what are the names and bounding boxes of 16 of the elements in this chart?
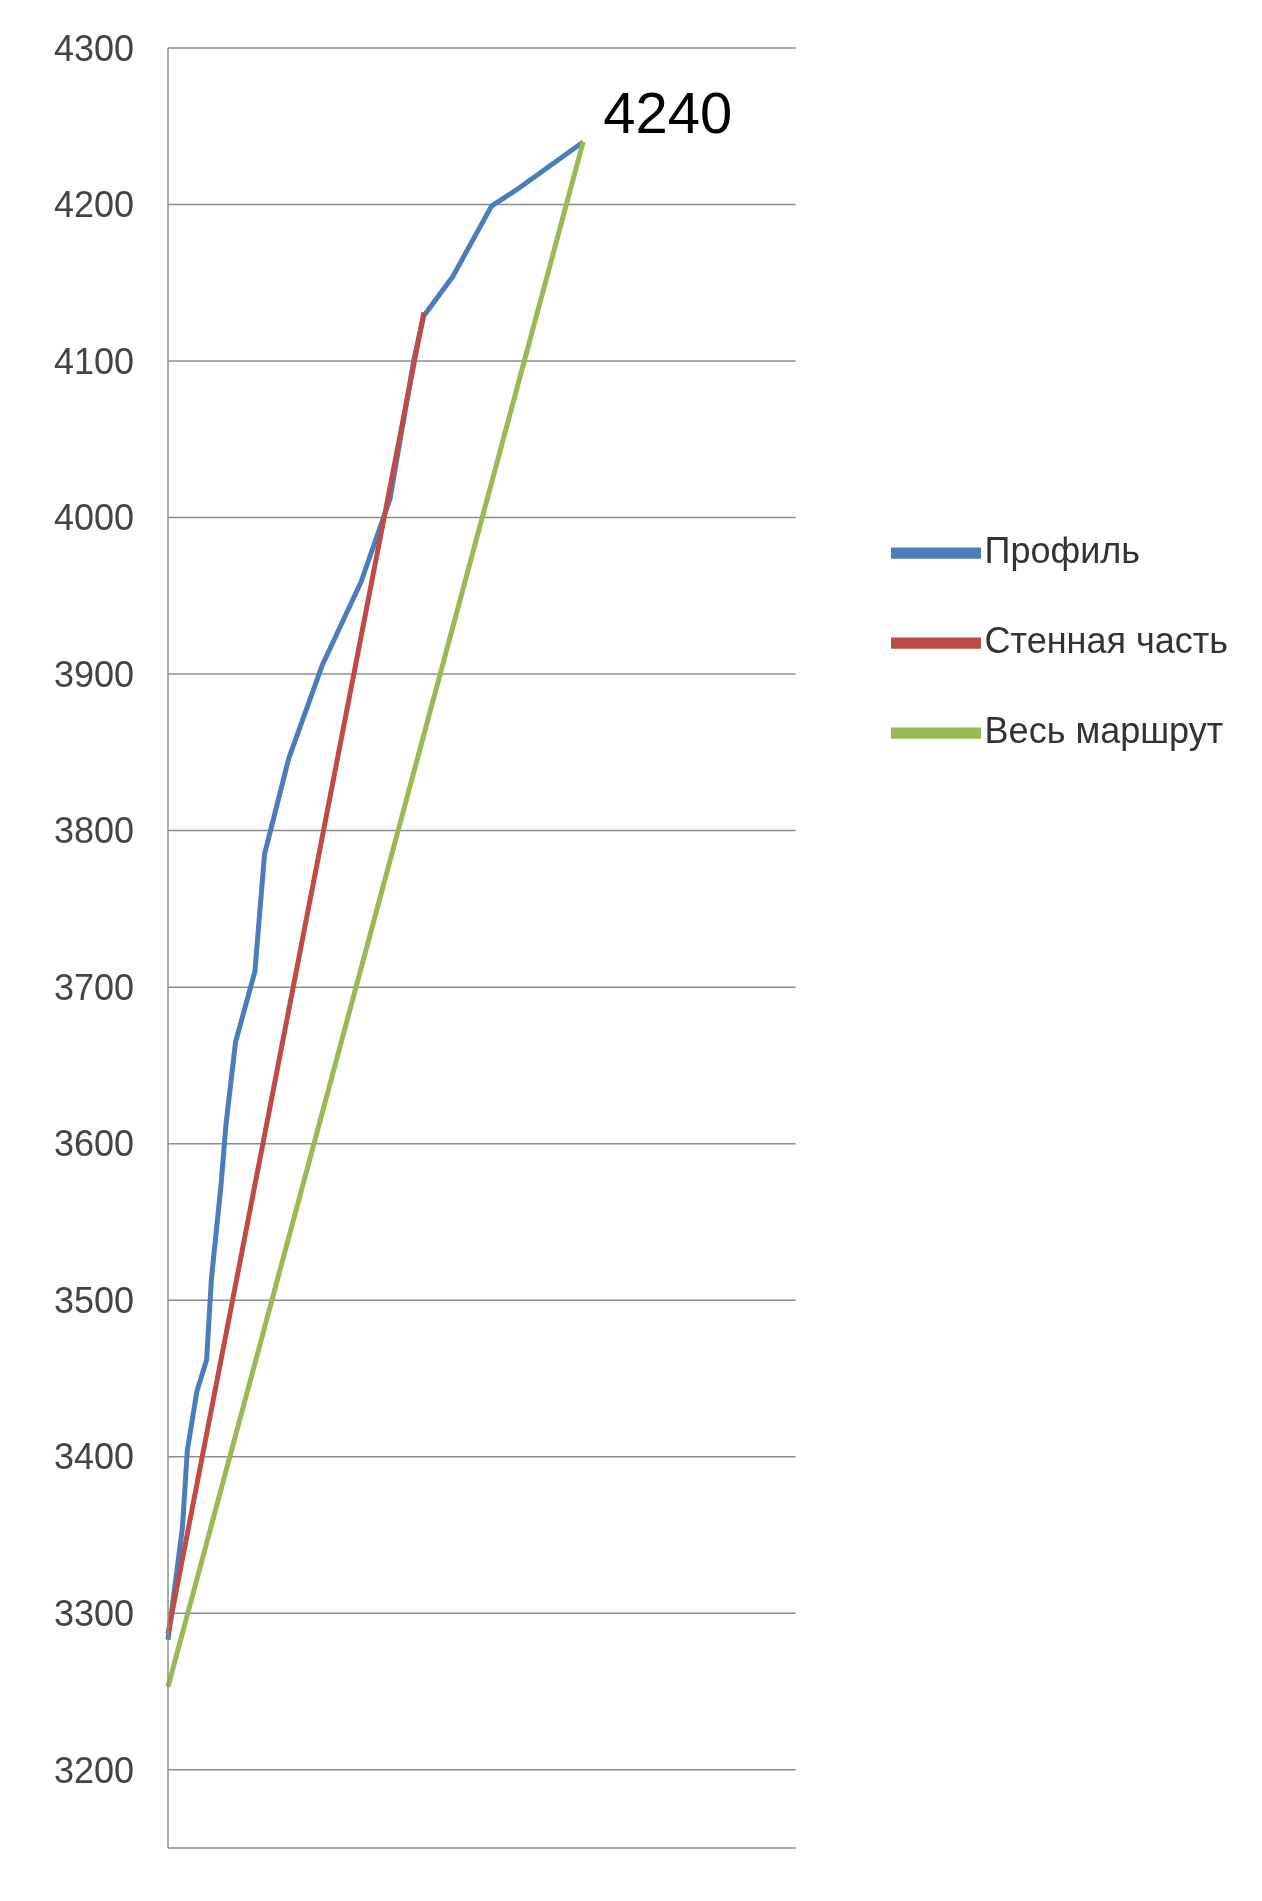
y-tick-label: 3500 xyxy=(53,1279,134,1321)
y-tick-label: 4100 xyxy=(53,340,134,382)
y-tick-label: 3400 xyxy=(53,1436,134,1478)
legend-label: Стенная часть xyxy=(984,619,1228,661)
annotation: 4240 xyxy=(603,79,733,145)
y-tick-label: 3800 xyxy=(53,810,134,852)
y-tick-label: 3900 xyxy=(53,653,134,695)
y-tick-label: 3700 xyxy=(53,966,134,1008)
y-tick-label: 4000 xyxy=(53,497,134,539)
y-tick-label: 4200 xyxy=(53,184,134,226)
y-tick-label: 4300 xyxy=(53,27,134,69)
legend-label: Весь маршрут xyxy=(984,709,1224,751)
y-tick-label: 3200 xyxy=(53,1749,134,1791)
y-tick-label: 3600 xyxy=(53,1123,134,1165)
legend-label: Профиль xyxy=(984,529,1141,571)
y-tick-label: 3300 xyxy=(53,1593,134,1634)
